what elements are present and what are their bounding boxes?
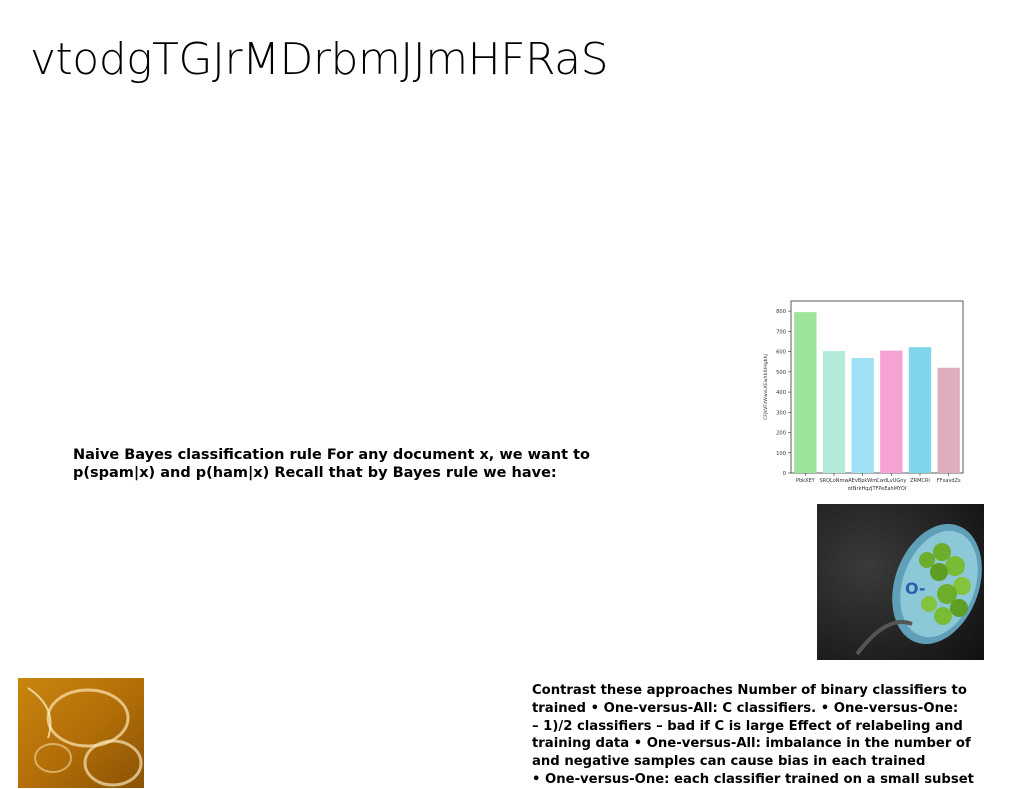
text-line: Naive Bayes classification rule For any … bbox=[73, 447, 591, 463]
y-tick-label: 400 bbox=[776, 390, 786, 396]
y-axis-label: CFJkVFzWwvLKEwXbIUHgbhj bbox=[763, 354, 769, 420]
y-tick-label: 100 bbox=[776, 451, 786, 457]
text-line: training data • One-versus-All: imbalanc… bbox=[532, 736, 971, 752]
text-line: Contrast these approaches Number of bina… bbox=[532, 683, 967, 698]
x-tick-label: PbkXEY bbox=[796, 478, 816, 484]
y-tick-label: 500 bbox=[776, 370, 786, 376]
bar-AEvBpkWm bbox=[851, 358, 874, 473]
text-line: p(spam|x) and p(ham|x) Recall that by Ba… bbox=[73, 465, 557, 481]
text-block-naive-bayes: Naive Bayes classification rule For any … bbox=[73, 446, 590, 482]
y-tick-label: 700 bbox=[776, 329, 786, 335]
bar-FFxavdZs bbox=[937, 367, 960, 473]
bar-CwdLvUGny bbox=[880, 350, 903, 473]
x-tick-label: ZRMCRI bbox=[910, 478, 930, 484]
bar-ZRMCRI bbox=[908, 347, 932, 473]
y-tick-label: 200 bbox=[776, 431, 786, 437]
text-line: • One-versus-One: each classifier traine… bbox=[532, 771, 974, 787]
text-line: and negative samples can cause bias in e… bbox=[532, 754, 926, 770]
bar-PbkXEY bbox=[794, 312, 817, 473]
slide-title: vtodgTGJrMDrbmJJmHFRaS bbox=[30, 34, 609, 85]
y-tick-label: 300 bbox=[776, 410, 786, 416]
bar-SRQLoNmw bbox=[822, 350, 846, 473]
y-tick-label: 600 bbox=[776, 350, 786, 356]
x-tick-label: CwdLvUGny bbox=[876, 478, 906, 484]
amber-glass-photo bbox=[18, 678, 144, 788]
x-axis-label: otNrkHqzJTFPeEahMYOI bbox=[848, 486, 906, 492]
y-tick-label: 0 bbox=[783, 471, 786, 477]
chart-plot-frame bbox=[790, 300, 964, 474]
food-photo: O- bbox=[817, 504, 984, 660]
y-tick-label: 800 bbox=[776, 309, 786, 315]
svg-text:O-: O- bbox=[905, 579, 926, 598]
text-line: – 1)/2 classifiers – bad if C is large E… bbox=[532, 718, 963, 734]
bar-chart: 0 100 200 300 400 500 600 700 800 PbkXEY SRQLoNmw A… bbox=[763, 300, 964, 492]
x-tick-label: SRQLoNmw bbox=[819, 478, 848, 484]
x-tick-label: AEvBpkWm bbox=[848, 478, 877, 484]
text-block-classifier-contrast: Contrast these approaches Number of bina… bbox=[532, 682, 1022, 789]
text-line: trained • One-versus-All: C classifiers.… bbox=[532, 700, 959, 716]
x-tick-label: FFxavdZs bbox=[937, 478, 961, 484]
